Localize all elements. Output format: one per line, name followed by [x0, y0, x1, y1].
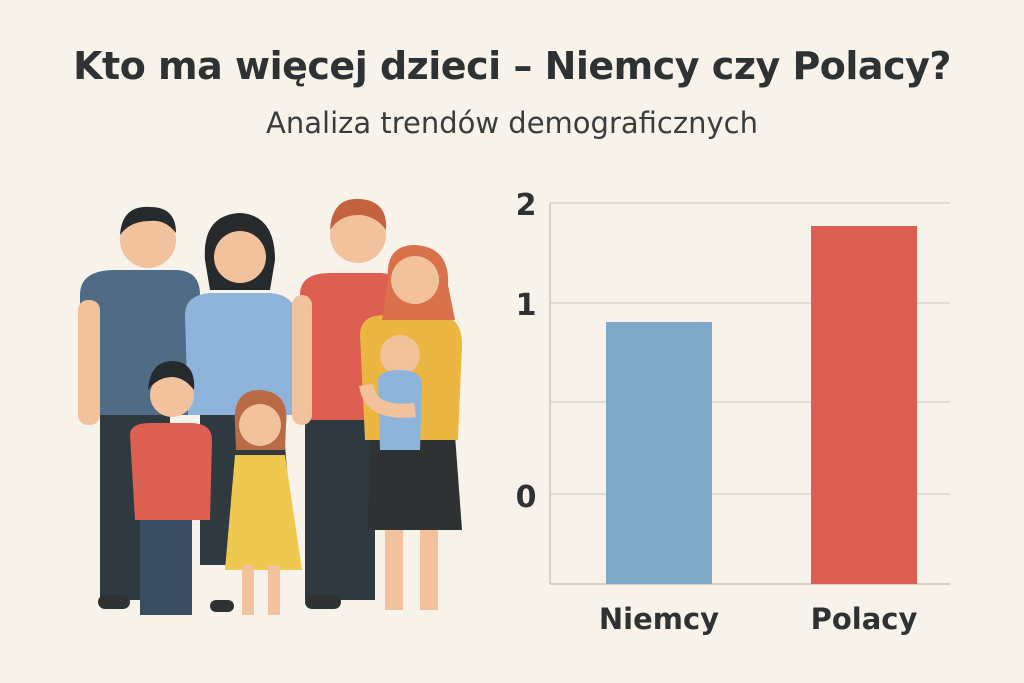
- bar-niemcy: [606, 322, 712, 584]
- girl-figure: [225, 390, 302, 615]
- y-tick-label: 0: [516, 480, 537, 515]
- bars: [606, 226, 917, 584]
- x-tick-label: Niemcy: [599, 602, 719, 636]
- y-tick-labels: 2 1 0: [516, 188, 537, 515]
- page-title: Kto ma więcej dzieci – Niemcy czy Polacy…: [73, 44, 951, 88]
- woman-with-baby-figure: [359, 245, 462, 610]
- boy-figure: [130, 360, 212, 615]
- family-illustration: [78, 198, 462, 615]
- bar-polacy: [811, 226, 917, 584]
- x-tick-label: Polacy: [811, 602, 918, 636]
- y-tick-label: 1: [516, 288, 537, 323]
- y-tick-label: 2: [516, 188, 537, 223]
- page-subtitle: Analiza trendów demograficznych: [266, 106, 758, 140]
- x-tick-labels: Niemcy Polacy: [599, 602, 918, 636]
